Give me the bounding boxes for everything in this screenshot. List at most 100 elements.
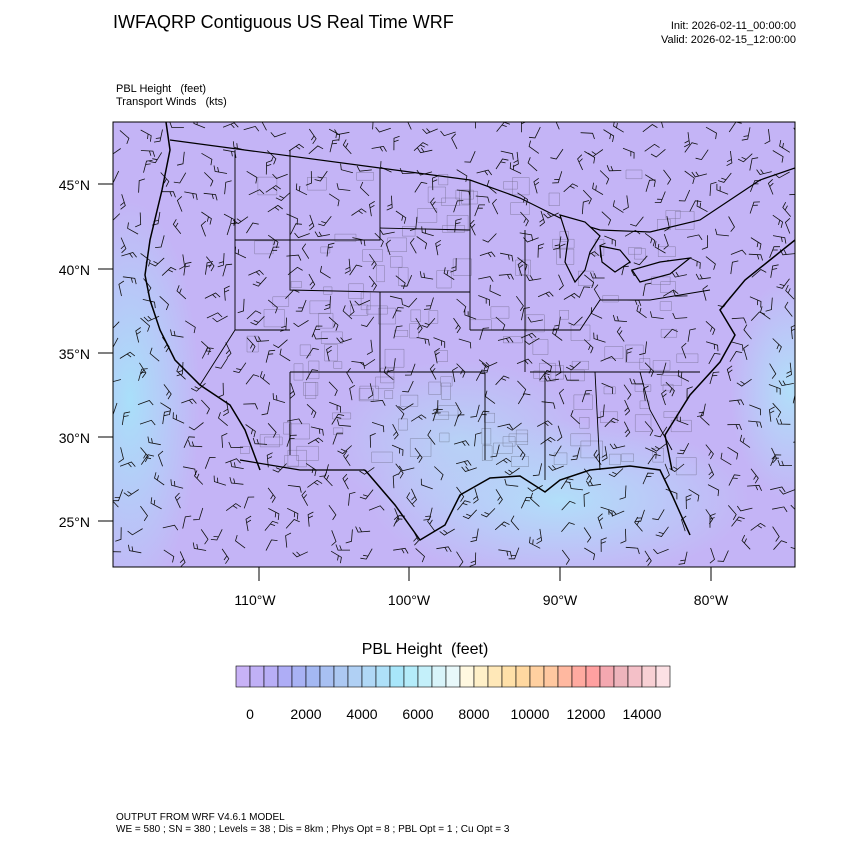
wind-barb xyxy=(793,441,795,443)
wind-barb xyxy=(351,208,367,216)
init-time: Init: 2026-02-11_00:00:00 xyxy=(670,20,796,32)
wind-barb xyxy=(292,551,308,558)
wind-barb xyxy=(548,465,564,471)
wind-barb xyxy=(650,148,666,158)
county-boundary xyxy=(290,281,302,288)
wind-barb xyxy=(429,364,437,380)
wind-barb xyxy=(331,413,345,425)
wind-barb xyxy=(272,393,286,403)
wind-barb xyxy=(782,202,792,217)
wind-barb xyxy=(653,548,669,555)
wind-barb xyxy=(593,332,606,343)
wind-barb xyxy=(772,338,782,353)
wind-barb xyxy=(453,200,464,213)
county-boundary xyxy=(452,258,472,276)
wind-barb xyxy=(286,507,299,520)
wind-barb xyxy=(267,234,279,249)
county-boundary xyxy=(384,349,405,368)
county-boundary xyxy=(533,370,545,379)
wind-barb xyxy=(456,551,464,567)
county-boundary xyxy=(604,346,624,359)
legend-swatch xyxy=(333,665,349,688)
county-boundary xyxy=(428,310,439,324)
wind-barb xyxy=(204,172,214,187)
wind-barb xyxy=(737,153,753,163)
wind-barb xyxy=(118,280,125,297)
wind-barb xyxy=(785,284,795,300)
county-boundary xyxy=(299,344,311,356)
wind-barb xyxy=(308,214,315,231)
legend-swatch xyxy=(641,665,657,688)
wind-barb xyxy=(747,484,762,491)
wind-barb xyxy=(494,521,510,531)
wind-barb xyxy=(217,382,224,398)
wind-barb xyxy=(155,235,165,248)
wind-barb xyxy=(533,177,540,194)
wind-barb xyxy=(644,421,654,436)
county-boundary xyxy=(539,363,556,382)
legend-swatch xyxy=(585,665,601,688)
wind-barb xyxy=(475,195,490,203)
wind-barb xyxy=(228,441,244,449)
county-boundary xyxy=(438,174,449,186)
county-boundary xyxy=(621,453,634,462)
wind-barb xyxy=(464,151,476,163)
wind-barb xyxy=(127,528,143,536)
wind-barb xyxy=(176,361,184,377)
wind-barb xyxy=(407,122,412,130)
wind-barb xyxy=(600,537,607,552)
wind-barb xyxy=(113,213,121,221)
wind-barb xyxy=(314,170,328,182)
wind-barb xyxy=(482,233,497,243)
county-boundary xyxy=(570,324,591,341)
wind-barb xyxy=(421,318,436,328)
wind-barb xyxy=(183,261,192,276)
wind-barb xyxy=(119,130,130,145)
coastline-atlantic xyxy=(664,239,795,471)
wind-barb xyxy=(671,271,687,278)
county-boundary xyxy=(652,448,664,463)
wind-barb xyxy=(689,200,702,212)
wind-barb xyxy=(492,198,499,215)
wind-barb xyxy=(287,418,303,425)
wind-barb xyxy=(684,142,698,153)
wind-barb xyxy=(541,359,553,373)
wind-barb xyxy=(636,304,647,319)
wind-barb xyxy=(769,363,777,379)
wind-barb xyxy=(149,152,163,164)
wind-barb xyxy=(521,307,530,321)
wind-barb xyxy=(672,312,688,319)
wind-barb xyxy=(772,506,788,513)
wind-barb xyxy=(709,371,720,385)
county-boundary xyxy=(481,428,492,445)
county-boundary xyxy=(580,440,603,459)
county-boundary xyxy=(440,376,453,387)
wind-barb xyxy=(474,122,476,129)
wind-barb xyxy=(235,534,246,549)
wind-barb xyxy=(559,243,566,259)
wind-barb xyxy=(634,516,643,532)
wind-barb xyxy=(310,426,324,436)
wind-barb xyxy=(647,453,661,465)
wind-barb xyxy=(655,526,669,537)
legend-label: 8000 xyxy=(458,706,489,722)
wind-barb xyxy=(489,284,501,297)
wind-barb xyxy=(395,275,406,290)
wind-barb xyxy=(633,255,648,266)
county-boundary xyxy=(371,451,393,463)
wind-barb xyxy=(172,219,182,235)
wind-barb xyxy=(163,549,175,563)
wind-barb xyxy=(681,342,687,359)
wind-barb xyxy=(120,237,127,254)
wind-barb xyxy=(308,145,324,155)
wind-barb xyxy=(314,231,330,238)
wind-barb xyxy=(749,157,759,171)
county-boundary xyxy=(356,172,374,181)
border-canada xyxy=(169,139,795,233)
county-boundary xyxy=(366,305,388,315)
wind-barb xyxy=(508,547,520,560)
wind-barb xyxy=(644,174,656,187)
wind-barb xyxy=(319,265,331,279)
wind-barb xyxy=(639,341,647,356)
